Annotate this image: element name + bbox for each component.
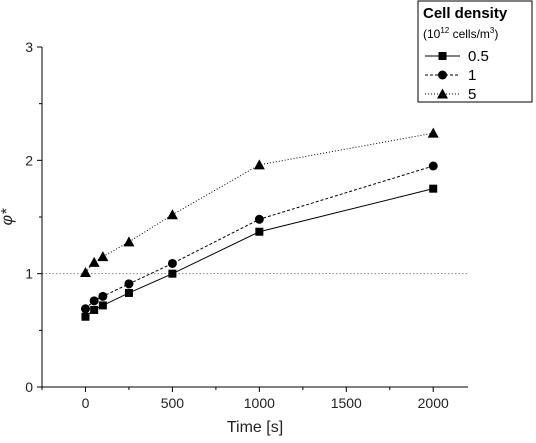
legend: Cell density (1012 cells/m3) 0.5 1 5 bbox=[417, 0, 533, 103]
data-point-triangle bbox=[88, 256, 100, 267]
data-point-circle bbox=[98, 291, 108, 301]
series-layer bbox=[79, 127, 439, 321]
legend-subtitle-sup: 12 bbox=[440, 26, 449, 35]
legend-subtitle-mid: cells/m bbox=[449, 27, 490, 41]
data-point-circle bbox=[124, 279, 134, 289]
y-tick-label: 0 bbox=[25, 379, 33, 395]
legend-items: 0.5 1 5 bbox=[425, 48, 489, 103]
series-circle bbox=[80, 161, 438, 314]
y-tick-label: 3 bbox=[25, 39, 33, 55]
legend-swatch-marker bbox=[437, 88, 448, 99]
data-point-circle bbox=[428, 161, 438, 171]
data-point-circle bbox=[89, 296, 99, 306]
series-triangle bbox=[79, 127, 439, 278]
legend-subtitle: (1012 cells/m3) bbox=[423, 26, 498, 41]
x-tick-label: 0 bbox=[82, 395, 90, 411]
legend-swatch-marker bbox=[438, 70, 447, 80]
series-line-square bbox=[85, 188, 434, 318]
legend-item-label: 1 bbox=[468, 67, 476, 84]
data-point-square bbox=[124, 288, 133, 297]
legend-item-label: 5 bbox=[468, 86, 476, 103]
y-axis-title-text: φ* bbox=[0, 208, 16, 225]
x-tick-label: 1500 bbox=[331, 395, 362, 411]
legend-title: Cell density bbox=[423, 5, 508, 22]
data-point-circle bbox=[80, 304, 90, 314]
series-square bbox=[81, 184, 438, 321]
data-point-triangle bbox=[253, 159, 265, 170]
x-tick-label: 1000 bbox=[244, 395, 275, 411]
data-point-triangle bbox=[97, 251, 109, 262]
data-point-square bbox=[98, 301, 107, 310]
legend-swatch-marker bbox=[438, 52, 447, 60]
series-line-circle bbox=[85, 165, 434, 310]
x-axis-title: Time [s] bbox=[227, 419, 283, 436]
data-point-square bbox=[429, 184, 438, 193]
data-point-square bbox=[168, 269, 177, 278]
x-tick-label: 500 bbox=[161, 395, 185, 411]
y-tick-label: 1 bbox=[25, 266, 33, 282]
legend-item-triangle: 5 bbox=[425, 86, 476, 103]
x-tick-label: 2000 bbox=[418, 395, 449, 411]
axes-layer bbox=[41, 47, 468, 388]
data-point-triangle bbox=[79, 267, 91, 278]
data-point-triangle bbox=[166, 209, 178, 220]
data-point-circle bbox=[167, 258, 177, 268]
legend-subtitle-base: (10 bbox=[423, 27, 441, 41]
legend-box bbox=[417, 0, 533, 103]
data-point-triangle bbox=[427, 127, 439, 138]
data-point-square bbox=[81, 312, 90, 321]
y-axis-title: φ* bbox=[0, 208, 16, 225]
legend-item-label: 0.5 bbox=[468, 48, 489, 65]
data-point-triangle bbox=[123, 236, 135, 247]
legend-item-circle: 1 bbox=[425, 67, 476, 84]
legend-subtitle-end: ) bbox=[494, 27, 498, 41]
data-point-square bbox=[255, 227, 264, 236]
legend-subtitle-sup2: 3 bbox=[490, 26, 495, 35]
y-tick-label: 2 bbox=[25, 152, 33, 168]
series-line-triangle bbox=[85, 132, 434, 273]
data-point-square bbox=[90, 305, 99, 314]
data-point-circle bbox=[254, 214, 264, 224]
legend-item-square: 0.5 bbox=[425, 48, 489, 65]
ticks-layer: 0 1 2 3 0 500 1000 1500 2000 bbox=[25, 39, 449, 411]
